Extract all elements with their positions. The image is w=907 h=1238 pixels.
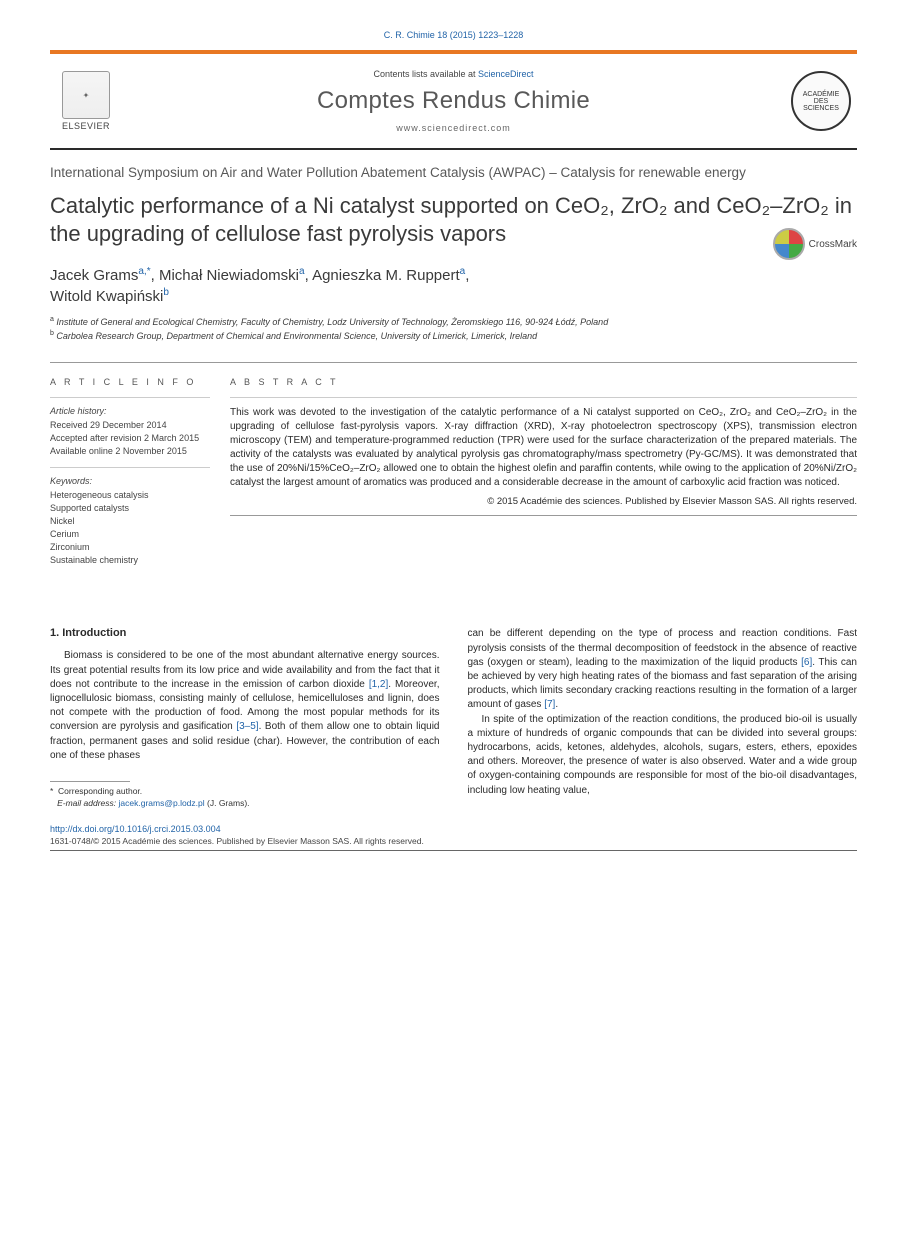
intro-paragraph-right: can be different depending on the type o… — [468, 627, 858, 797]
author-4-aff: b — [163, 287, 169, 298]
email-who: (J. Grams). — [207, 798, 250, 808]
footnote-star-icon: * — [50, 786, 53, 796]
header-citation: C. R. Chimie 18 (2015) 1223–1228 — [50, 30, 857, 40]
elsevier-label: ELSEVIER — [62, 121, 110, 131]
ref-7[interactable]: [7] — [544, 699, 555, 710]
keyword-4: Cerium — [50, 528, 210, 541]
journal-name: Comptes Rendus Chimie — [116, 87, 791, 115]
elsevier-tree-icon: ✦ — [62, 71, 110, 119]
article-info-heading: A R T I C L E I N F O — [50, 377, 210, 387]
corresponding-email-link[interactable]: jacek.grams@p.lodz.pl — [119, 798, 205, 808]
keyword-2: Supported catalysts — [50, 502, 210, 515]
body-columns: 1. Introduction Biomass is considered to… — [50, 627, 857, 809]
banner-center: Contents lists available at ScienceDirec… — [116, 69, 791, 133]
academy-seal-icon: ACADÉMIEDESSCIENCES — [791, 71, 851, 131]
contents-line: Contents lists available at ScienceDirec… — [116, 69, 791, 79]
divider — [230, 397, 857, 398]
affiliations-block: a Institute of General and Ecological Ch… — [50, 315, 857, 342]
affiliation-a: a Institute of General and Ecological Ch… — [50, 315, 857, 329]
section-1-heading: 1. Introduction — [50, 627, 440, 639]
author-2: Michał Niewiadomski — [159, 267, 299, 284]
ref-6[interactable]: [6] — [801, 657, 812, 668]
divider — [230, 515, 857, 516]
crossmark-icon — [773, 228, 805, 260]
sciencedirect-link[interactable]: ScienceDirect — [478, 69, 534, 79]
ref-1-2[interactable]: [1,2] — [369, 679, 388, 690]
author-2-aff: a — [299, 266, 305, 277]
keyword-1: Heterogeneous catalysis — [50, 489, 210, 502]
intro-paragraph-2: In spite of the optimization of the reac… — [468, 713, 858, 798]
author-3-aff: a — [460, 266, 466, 277]
corresponding-footnote: * Corresponding author. E-mail address: … — [50, 786, 440, 810]
ref-3-5[interactable]: [3–5] — [236, 721, 258, 732]
abstract-copyright: © 2015 Académie des sciences. Published … — [230, 496, 857, 507]
keyword-3: Nickel — [50, 515, 210, 528]
history-label: Article history: — [50, 406, 210, 416]
crossmark-label: CrossMark — [809, 239, 857, 250]
contents-prefix: Contents lists available at — [373, 69, 478, 79]
author-3: Agnieszka M. Ruppert — [312, 267, 460, 284]
journal-banner: ✦ ELSEVIER Contents lists available at S… — [50, 50, 857, 150]
keyword-6: Sustainable chemistry — [50, 554, 210, 567]
author-1-aff: a, — [138, 266, 146, 277]
authors-block: Jacek Gramsa,*, Michał Niewiadomskia, Ag… — [50, 265, 857, 307]
abstract-heading: A B S T R A C T — [230, 377, 857, 387]
issn-line: 1631-0748/© 2015 Académie des sciences. … — [50, 836, 857, 846]
info-row: A R T I C L E I N F O Article history: R… — [50, 362, 857, 567]
history-accepted: Accepted after revision 2 March 2015 — [50, 432, 210, 445]
elsevier-logo: ✦ ELSEVIER — [56, 71, 116, 131]
keyword-5: Zirconium — [50, 541, 210, 554]
divider — [50, 397, 210, 398]
abstract-text: This work was devoted to the investigati… — [230, 406, 857, 490]
history-online: Available online 2 November 2015 — [50, 445, 210, 458]
footnote-separator — [50, 781, 130, 782]
author-1: Jacek Grams — [50, 267, 138, 284]
keywords-label: Keywords: — [50, 476, 210, 486]
abstract-col: A B S T R A C T This work was devoted to… — [230, 377, 857, 567]
doi-link[interactable]: http://dx.doi.org/10.1016/j.crci.2015.03… — [50, 824, 857, 834]
email-label: E-mail address: — [57, 798, 116, 808]
crossmark-badge[interactable]: CrossMark — [773, 228, 857, 260]
article-info-col: A R T I C L E I N F O Article history: R… — [50, 377, 230, 567]
history-received: Received 29 December 2014 — [50, 419, 210, 432]
intro-paragraph-left: Biomass is considered to be one of the m… — [50, 649, 440, 763]
divider — [50, 467, 210, 468]
page-bottom-rule — [50, 850, 857, 851]
author-1-star: * — [147, 266, 151, 277]
article-title: Catalytic performance of a Ni catalyst s… — [50, 192, 857, 247]
affiliation-b: b Carbolea Research Group, Department of… — [50, 329, 857, 343]
body-right-col: can be different depending on the type o… — [468, 627, 858, 809]
symposium-line: International Symposium on Air and Water… — [50, 164, 857, 182]
body-left-col: 1. Introduction Biomass is considered to… — [50, 627, 440, 809]
journal-url[interactable]: www.sciencedirect.com — [116, 123, 791, 133]
author-4: Witold Kwapiński — [50, 288, 163, 305]
